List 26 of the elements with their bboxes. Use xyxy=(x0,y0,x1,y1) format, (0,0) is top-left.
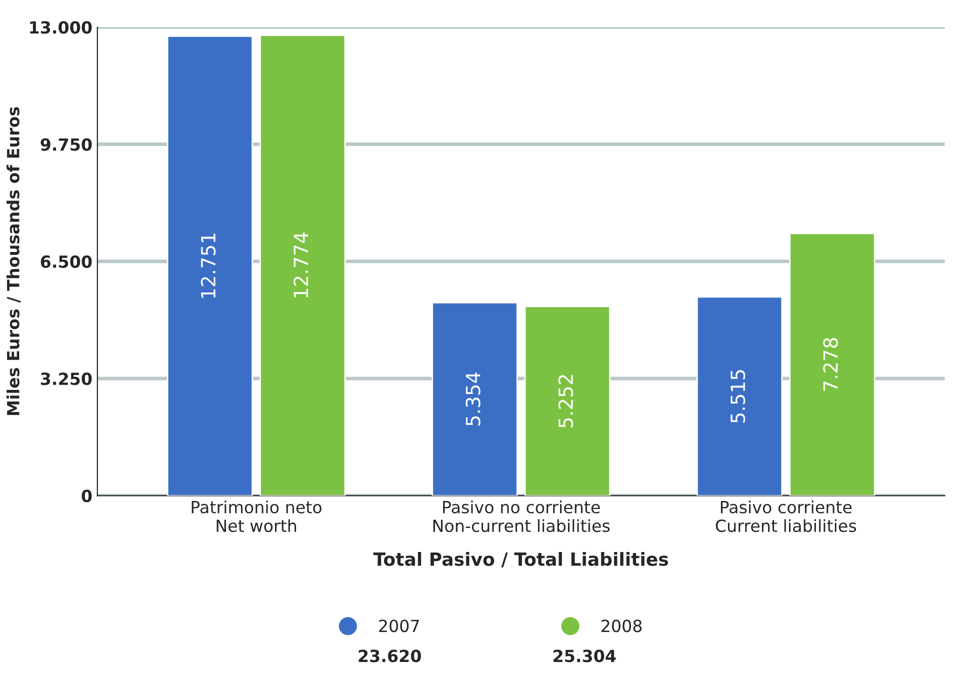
data-label: 12.751 xyxy=(200,234,216,298)
data-label: 7.278 xyxy=(823,338,838,391)
bar xyxy=(432,302,518,496)
legend-label: 2007 xyxy=(379,620,419,632)
bar xyxy=(166,35,254,496)
data-label: 5.252 xyxy=(558,375,574,428)
y-tick-label: 3.250 xyxy=(40,372,92,386)
y-axis-title: Miles Euros / Thousands of Euros xyxy=(6,107,21,415)
x-axis-title: Total Pasivo / Total Liabilities xyxy=(373,552,668,568)
text: 25.304 xyxy=(554,650,616,662)
x-tick-label: Patrimonio neto Net worth xyxy=(192,500,322,532)
data-label: 5.354 xyxy=(466,372,480,426)
y-tick-label: 9.750 xyxy=(40,138,92,151)
y-tick-label: 13.000 xyxy=(30,21,92,34)
data-label: 12.774 xyxy=(294,232,308,298)
data-label: 5.515 xyxy=(730,370,746,423)
x-tick-label: Pasivo no corriente Non-current liabilities xyxy=(433,500,610,532)
legend-label: 2008 xyxy=(602,620,642,632)
text: 23.620 xyxy=(358,650,421,662)
bar xyxy=(260,34,346,496)
bar xyxy=(789,232,876,496)
y-tick-label: 0 xyxy=(82,490,92,502)
x-tick-label: Pasivo corriente Current liabilities xyxy=(716,500,856,532)
bar xyxy=(524,306,610,496)
bar xyxy=(696,296,783,496)
y-tick-label: 6.500 xyxy=(40,255,92,268)
